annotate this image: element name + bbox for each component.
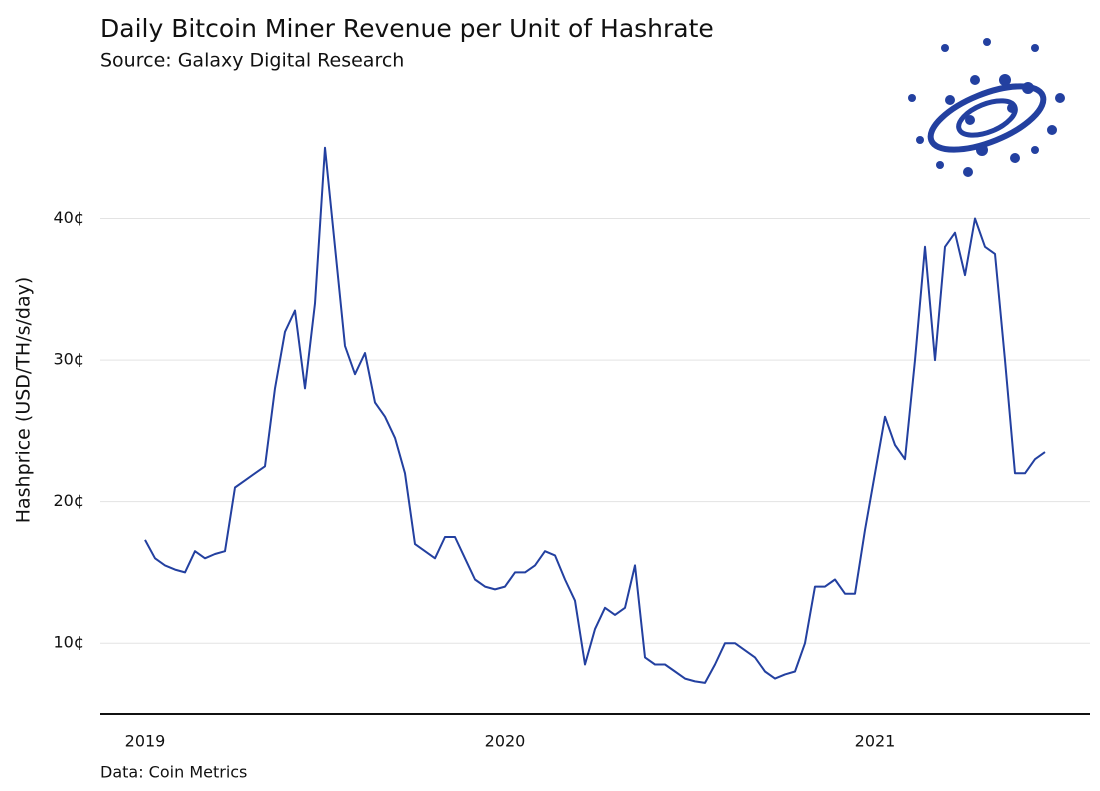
- chart-subtitle: Source: Galaxy Digital Research: [100, 50, 404, 72]
- footnote: Data: Coin Metrics: [100, 763, 247, 782]
- y-tick-label: 40¢: [53, 208, 84, 227]
- y-tick-label: 10¢: [53, 633, 84, 652]
- x-tick-label: 2019: [125, 732, 166, 751]
- x-tick-label: 2020: [485, 732, 526, 751]
- data-line: [144, 146, 1046, 684]
- y-tick-label: 20¢: [53, 491, 84, 510]
- chart-title: Daily Bitcoin Miner Revenue per Unit of …: [100, 14, 714, 43]
- y-tick-label: 30¢: [53, 350, 84, 369]
- x-tick-label: 2021: [855, 732, 896, 751]
- logo: [908, 38, 1065, 177]
- y-axis-label: Hashprice (USD/TH/s/day): [13, 277, 35, 524]
